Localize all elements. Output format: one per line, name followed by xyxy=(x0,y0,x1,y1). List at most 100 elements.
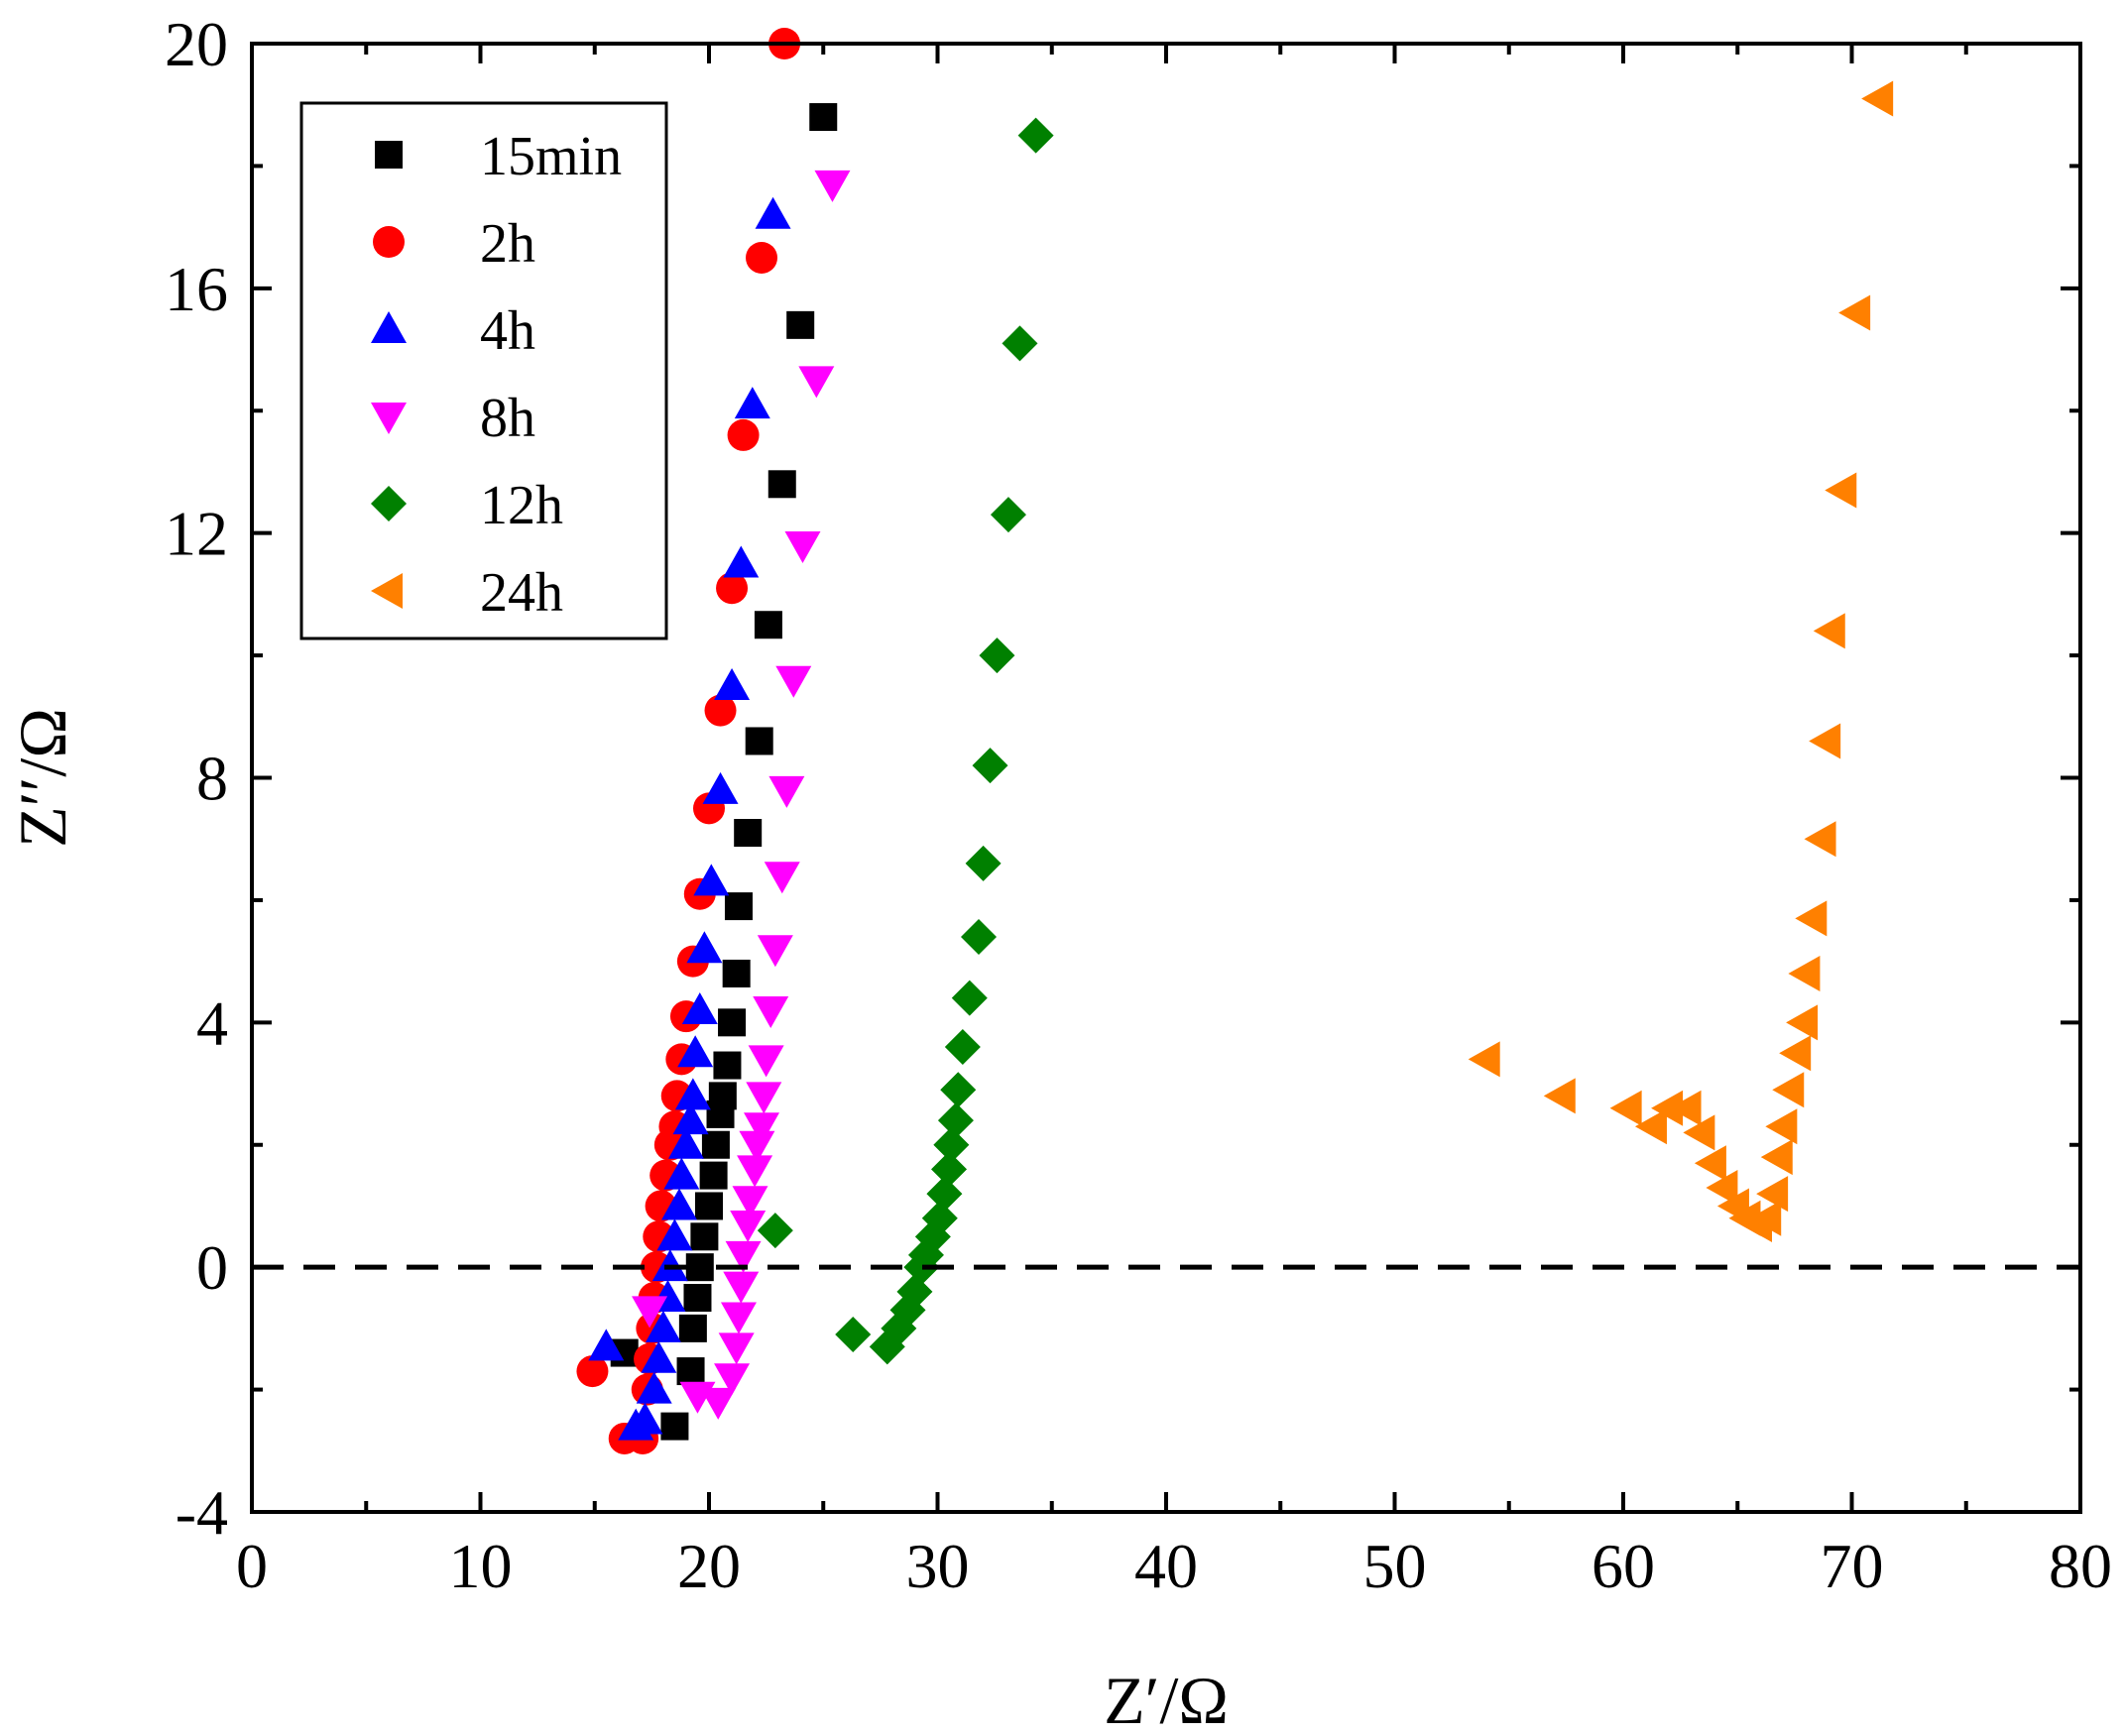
series-12h xyxy=(757,117,1054,1365)
data-point-4h xyxy=(681,991,718,1024)
data-point-12h xyxy=(1017,117,1054,154)
data-point-15min xyxy=(745,727,773,755)
legend-marker-2h xyxy=(373,226,405,258)
data-point-24h xyxy=(1760,1139,1793,1176)
y-axis-title: Z′′/Ω xyxy=(5,708,80,848)
data-point-4h xyxy=(663,1157,700,1190)
x-tick-label: 20 xyxy=(677,1531,741,1601)
data-point-12h xyxy=(1002,325,1038,362)
data-point-24h xyxy=(1543,1078,1576,1114)
data-point-15min xyxy=(809,103,838,132)
data-point-8h xyxy=(768,775,805,808)
data-point-8h xyxy=(737,1155,773,1188)
data-point-12h xyxy=(990,497,1026,533)
data-point-24h xyxy=(1795,900,1828,937)
x-tick-label: 50 xyxy=(1363,1531,1427,1601)
data-point-24h xyxy=(1765,1108,1798,1145)
data-point-8h xyxy=(753,995,789,1028)
data-point-15min xyxy=(734,819,763,848)
legend-label: 2h xyxy=(480,213,535,275)
data-point-24h xyxy=(1804,821,1836,858)
data-point-8h xyxy=(732,1186,768,1218)
data-point-15min xyxy=(678,1314,707,1342)
y-tick-label: 16 xyxy=(165,254,228,324)
data-point-8h xyxy=(723,1271,760,1304)
data-point-4h xyxy=(636,1371,672,1404)
data-point-8h xyxy=(748,1045,784,1078)
series-15min xyxy=(610,103,838,1441)
legend-marker-4h xyxy=(371,311,407,343)
x-tick-label: 60 xyxy=(1592,1531,1655,1601)
x-tick-label: 30 xyxy=(906,1531,970,1601)
data-point-4h xyxy=(645,1310,681,1342)
data-point-24h xyxy=(1749,1200,1782,1236)
data-point-24h xyxy=(1756,1176,1789,1213)
data-point-24h xyxy=(1651,1090,1684,1126)
legend-label: 12h xyxy=(480,475,563,536)
legend-marker-12h xyxy=(371,486,407,521)
legend-item-24h: 24h xyxy=(371,562,563,624)
y-tick-label: 0 xyxy=(196,1232,228,1303)
data-point-15min xyxy=(701,1130,730,1159)
data-point-24h xyxy=(1706,1169,1738,1206)
data-point-15min xyxy=(683,1284,712,1313)
data-point-24h xyxy=(1669,1090,1702,1126)
legend-marker-15min xyxy=(375,141,403,169)
x-tick-label: 40 xyxy=(1134,1531,1198,1601)
data-point-24h xyxy=(1609,1090,1642,1126)
data-point-4h xyxy=(588,1329,625,1361)
data-point-24h xyxy=(1468,1041,1500,1078)
data-point-15min xyxy=(699,1161,728,1190)
data-point-8h xyxy=(720,1302,757,1334)
data-point-15min xyxy=(676,1357,705,1386)
data-point-4h xyxy=(672,1102,709,1135)
x-tick-label: 10 xyxy=(449,1531,513,1601)
data-point-4h xyxy=(677,1035,714,1068)
data-point-12h xyxy=(921,1200,958,1236)
data-point-24h xyxy=(1772,1072,1805,1108)
data-point-12h xyxy=(972,748,1008,784)
x-tick-label: 80 xyxy=(2049,1531,2112,1601)
data-point-12h xyxy=(835,1317,872,1353)
series-4h xyxy=(588,196,791,1441)
legend-item-2h: 2h xyxy=(373,213,535,275)
data-point-8h xyxy=(744,1112,780,1145)
data-point-12h xyxy=(931,1151,968,1188)
data-point-15min xyxy=(660,1412,689,1441)
data-point-15min xyxy=(724,892,753,921)
data-point-2h xyxy=(704,694,737,727)
data-point-12h xyxy=(944,1029,981,1066)
data-point-2h xyxy=(576,1355,609,1388)
data-point-8h xyxy=(814,170,851,202)
data-point-4h xyxy=(661,1188,698,1220)
legend: 15min 2h 4h 8h 12h 24h xyxy=(299,101,668,640)
data-point-24h xyxy=(1683,1114,1715,1151)
data-point-15min xyxy=(690,1222,719,1251)
x-axis-title: Z′/Ω xyxy=(1104,1663,1229,1736)
data-point-4h xyxy=(693,864,730,896)
data-point-8h xyxy=(730,1210,767,1242)
x-tick-label: 70 xyxy=(1821,1531,1884,1601)
data-point-24h xyxy=(1779,1035,1812,1072)
data-point-8h xyxy=(718,1332,755,1365)
data-point-8h xyxy=(775,665,812,698)
data-point-8h xyxy=(764,862,800,894)
data-point-8h xyxy=(714,1363,751,1396)
series-24h xyxy=(1468,80,1894,1242)
data-point-12h xyxy=(937,1102,974,1139)
data-point-24h xyxy=(1813,613,1845,649)
data-point-12h xyxy=(960,918,997,955)
legend-item-12h: 12h xyxy=(371,475,563,536)
data-point-4h xyxy=(674,1078,711,1110)
data-point-8h xyxy=(798,366,835,399)
data-point-4h xyxy=(734,387,770,419)
data-point-15min xyxy=(695,1192,723,1220)
data-point-2h xyxy=(746,241,778,274)
data-point-8h xyxy=(739,1130,775,1163)
data-point-12h xyxy=(926,1176,963,1213)
legend-label: 4h xyxy=(480,300,535,362)
data-point-15min xyxy=(708,1082,737,1110)
data-point-8h xyxy=(784,531,821,564)
data-point-15min xyxy=(754,611,782,639)
